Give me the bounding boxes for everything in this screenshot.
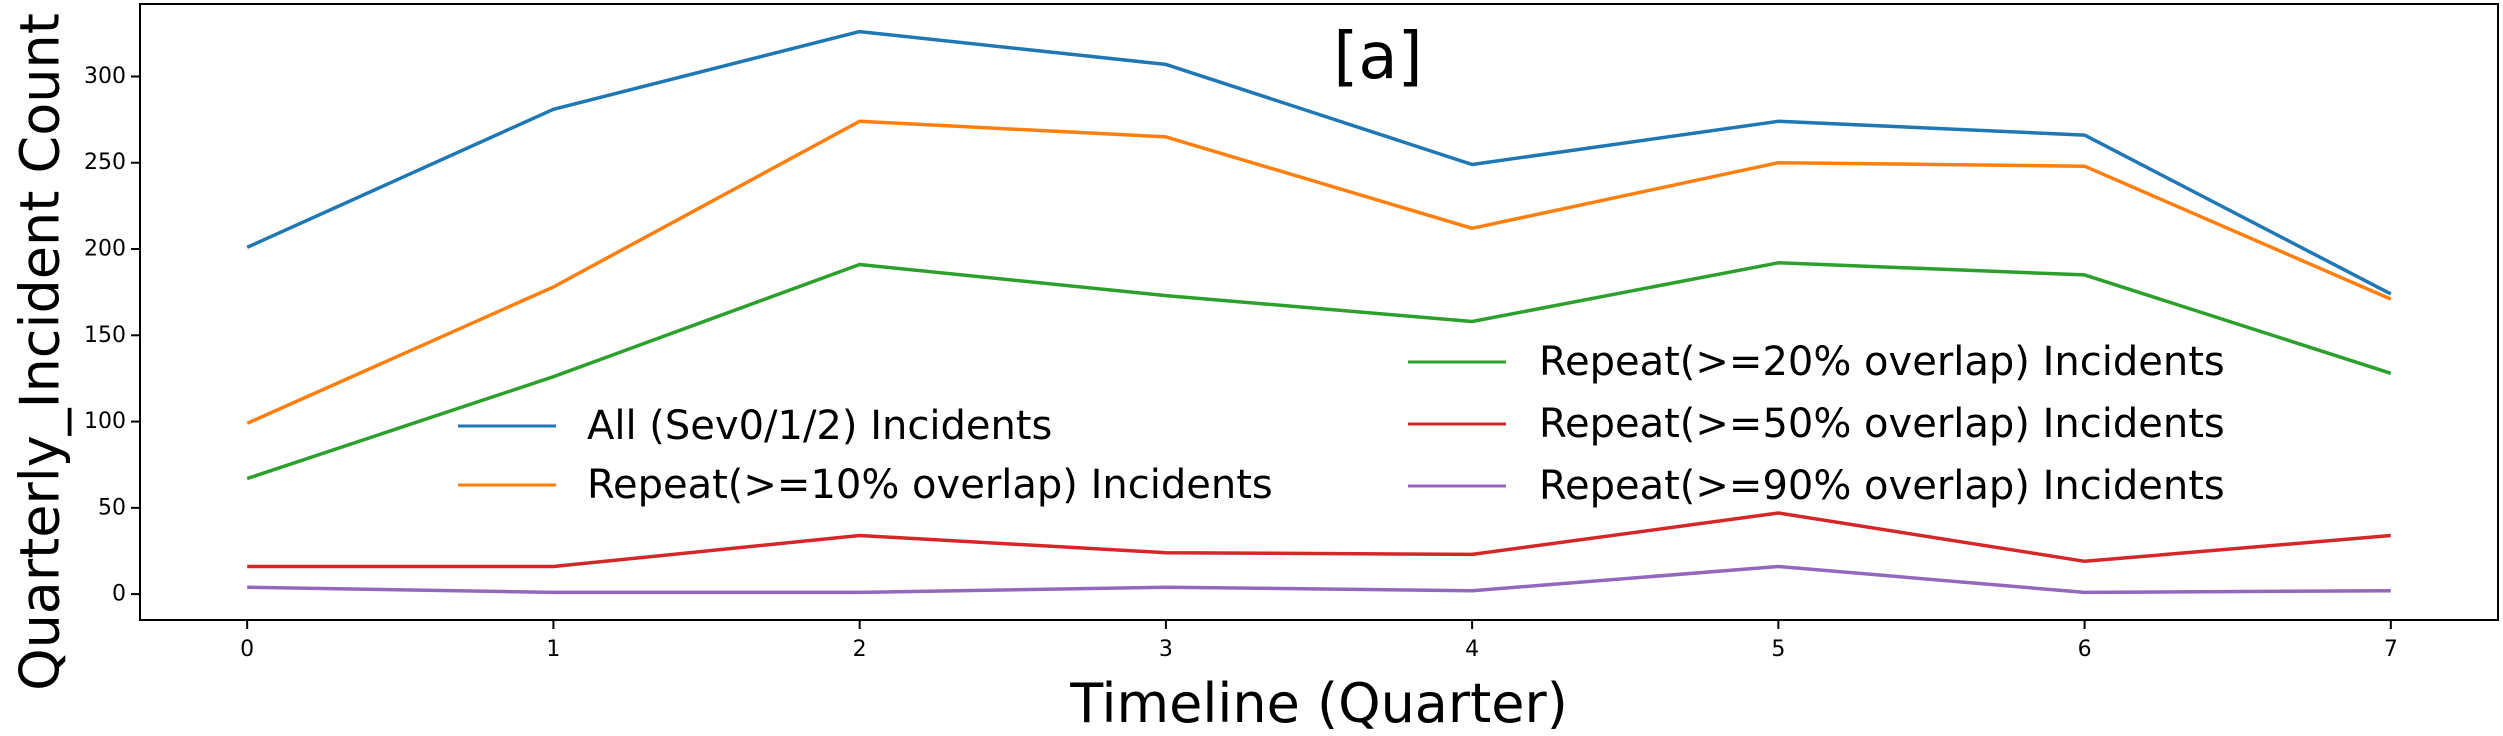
x-tick-label: 3 — [1159, 637, 1173, 662]
series-line-all — [246, 29, 2392, 296]
legend-label-all: All (Sev0/1/2) Incidents — [587, 403, 1052, 449]
x-tick-label: 1 — [546, 637, 560, 662]
series-line-repeat-10 — [246, 119, 2392, 425]
legend-label-repeat-10: Repeat(>=10% overlap) Incidents — [587, 462, 1273, 508]
series-line-repeat-50 — [247, 511, 2391, 569]
x-tick-label: 5 — [1771, 637, 1785, 662]
legend-entry-repeat-90: Repeat(>=90% overlap) Incidents — [1408, 463, 2225, 509]
legend-entry-repeat-20: Repeat(>=20% overlap) Incidents — [1408, 339, 2225, 385]
x-tick-label: 0 — [240, 637, 254, 662]
series-line-repeat-90 — [247, 564, 2391, 595]
plot-frame — [139, 3, 2499, 621]
series-lines — [246, 29, 2392, 595]
x-tick-label: 6 — [2078, 637, 2092, 662]
y-tick-label: 250 — [84, 150, 126, 175]
legend-entry-repeat-10: Repeat(>=10% overlap) Incidents — [458, 462, 1273, 508]
y-tick-label: 100 — [84, 409, 126, 434]
y-tick-label: 150 — [84, 323, 126, 348]
x-axis-label: Timeline (Quarter) — [1069, 672, 1568, 735]
y-axis-label: Quarterly_Incident Count — [9, 13, 72, 691]
y-tick-label: 300 — [84, 64, 126, 89]
x-tick-label: 2 — [853, 637, 867, 662]
legend-entry-all: All (Sev0/1/2) Incidents — [458, 403, 1052, 449]
x-tick-label: 4 — [1465, 637, 1479, 662]
y-axis-ticks: 0 50 100 150 200 250 300 — [84, 64, 140, 607]
series-line-repeat-20 — [246, 261, 2392, 481]
y-tick-label: 50 — [98, 495, 126, 520]
legend-entry-repeat-50: Repeat(>=50% overlap) Incidents — [1408, 401, 2225, 447]
legend-label-repeat-90: Repeat(>=90% overlap) Incidents — [1539, 463, 2225, 509]
panel-label: [a] — [1333, 20, 1422, 94]
x-axis-ticks: 0 1 2 3 4 5 6 7 — [240, 620, 2398, 662]
y-tick-label: 0 — [112, 582, 126, 607]
x-tick-label: 7 — [2384, 637, 2398, 662]
legend-label-repeat-20: Repeat(>=20% overlap) Incidents — [1539, 339, 2225, 385]
legend: All (Sev0/1/2) Incidents Repeat(>=10% ov… — [458, 339, 2225, 509]
y-tick-label: 200 — [84, 237, 126, 262]
legend-label-repeat-50: Repeat(>=50% overlap) Incidents — [1539, 401, 2225, 447]
